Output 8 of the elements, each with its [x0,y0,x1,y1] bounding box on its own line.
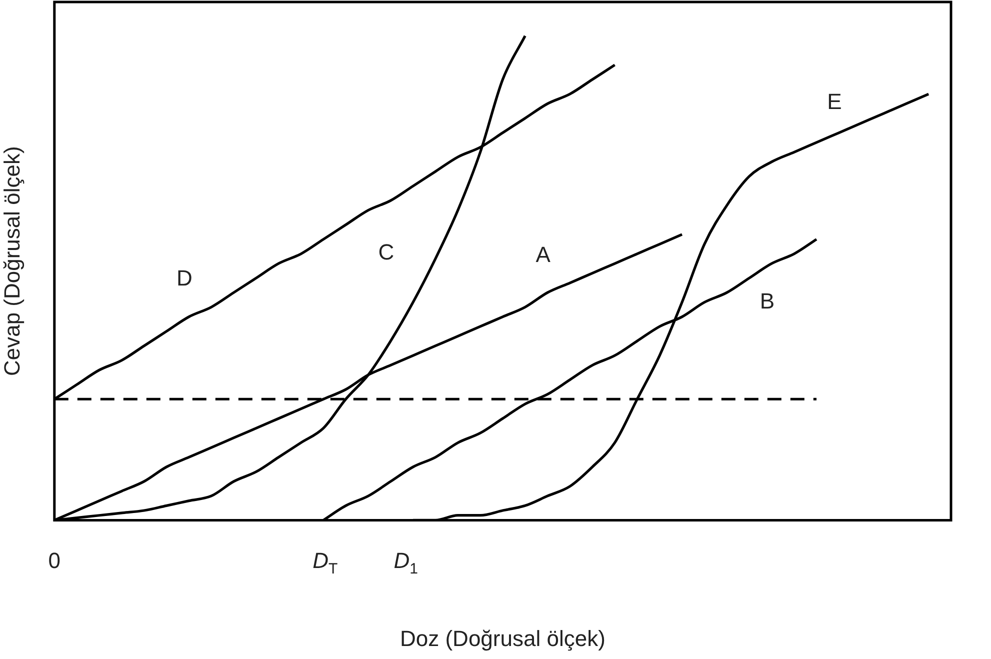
text: 0 [48,548,61,574]
series-label: E [827,89,842,114]
y-axis-title: Cevap (Doğrusal ölçek) [0,146,24,376]
x-axis-title: Doz (Doğrusal ölçek) [400,626,606,651]
series-label: D [176,265,192,290]
series-label: B [760,288,775,314]
series-label: A [536,242,551,267]
series-label: C [378,239,394,264]
